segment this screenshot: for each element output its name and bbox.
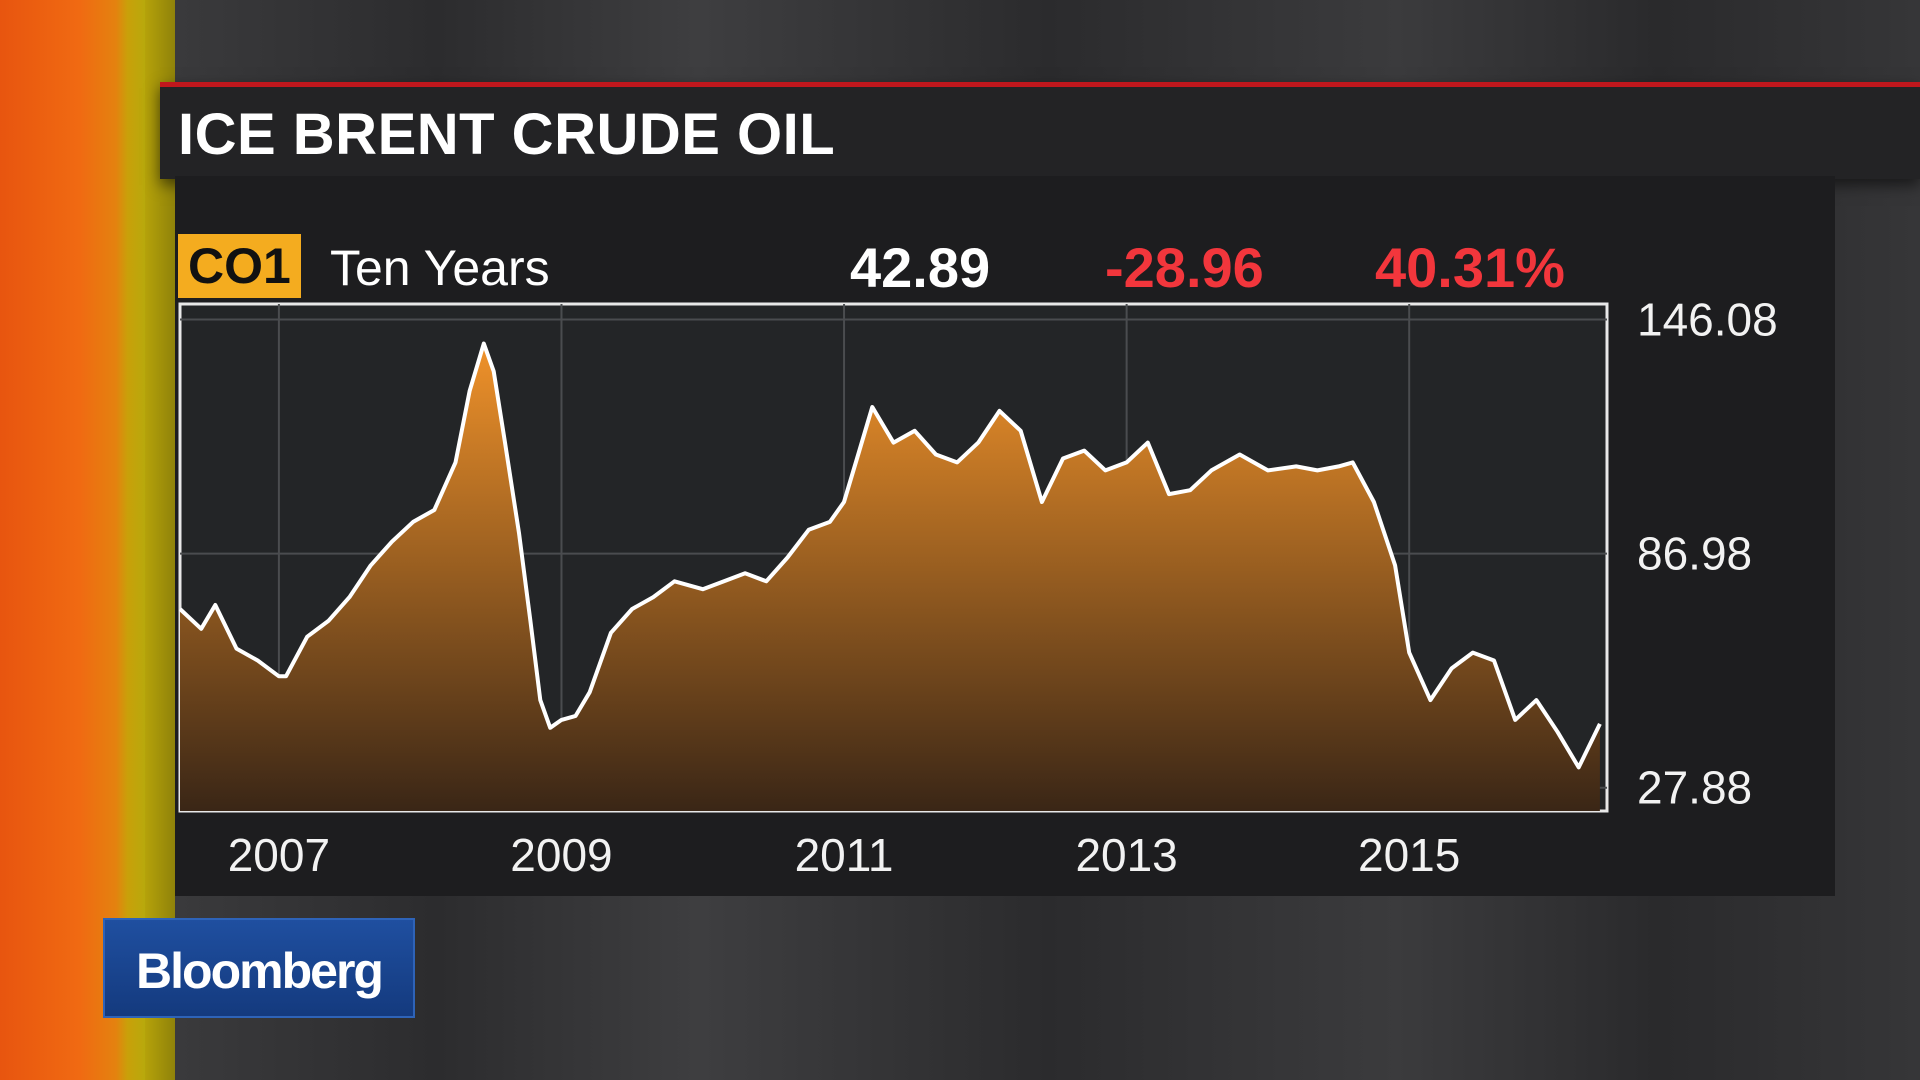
price-chart: 2007 2009 2011 2013 2015 146.08 86.98 27.88 <box>178 294 1778 881</box>
x-tick-label: 2015 <box>1358 829 1460 881</box>
bloomberg-logo: Bloomberg <box>103 918 415 1018</box>
logo-text: Bloomberg <box>136 943 384 999</box>
x-tick-label: 2007 <box>228 829 330 881</box>
chart-panel: CO1 Ten Years 42.89 -28.96 40.31% 2007 20… <box>175 176 1835 896</box>
last-price: 42.89 <box>850 236 991 299</box>
background-yellow-bar <box>145 0 175 1080</box>
chart-title: ICE BRENT CRUDE OIL <box>178 102 836 167</box>
y-tick-label: 86.98 <box>1637 528 1752 580</box>
x-tick-label: 2009 <box>510 829 612 881</box>
y-tick-label: 27.88 <box>1637 762 1752 814</box>
percent-change: 40.31% <box>1375 236 1565 299</box>
net-change: -28.96 <box>1105 236 1264 299</box>
price-line <box>178 341 1602 770</box>
period-label: Ten Years <box>330 240 550 296</box>
y-tick-label: 146.08 <box>1637 294 1778 346</box>
x-tick-label: 2013 <box>1075 829 1177 881</box>
x-tick-label: 2011 <box>795 829 894 881</box>
title-bar: ICE BRENT CRUDE OIL <box>160 82 1920 179</box>
ticker-badge: CO1 <box>178 234 301 298</box>
background-orange-panel <box>0 0 145 1080</box>
price-area <box>180 343 1600 811</box>
quote-header: CO1 Ten Years 42.89 -28.96 40.31% <box>175 234 1835 302</box>
